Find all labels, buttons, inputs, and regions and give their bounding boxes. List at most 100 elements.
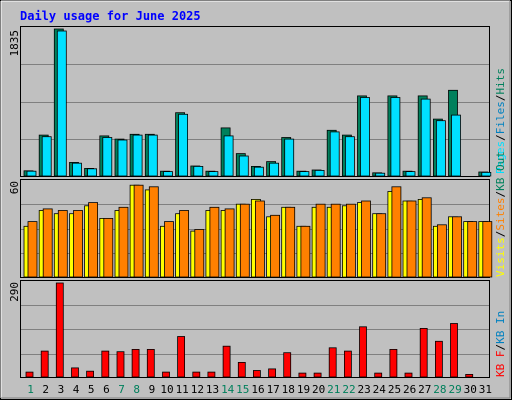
x-tick-label-day-27: 27	[418, 383, 431, 396]
x-tick-label-day-23: 23	[357, 383, 370, 396]
bar-kb-f-day-20	[313, 372, 322, 378]
legend-pages-files-hits-part: Pages	[494, 141, 507, 174]
bar-kb-f-day-17	[268, 368, 277, 378]
legend-pages-files-hits-part: Hits	[494, 68, 507, 95]
legend-kbf-kbin-part: /	[494, 344, 507, 351]
bar-kb-f-day-3	[55, 282, 64, 378]
legend-visits-sites-kbout-part: Sites	[494, 198, 507, 231]
bar-pages-day-3	[56, 30, 67, 177]
x-tick-label-day-25: 25	[388, 383, 401, 396]
bar-pages-day-14	[223, 135, 234, 177]
legend-visits-sites-kbout-part: /	[494, 231, 507, 238]
bar-kb-f-day-15	[237, 361, 246, 378]
bar-kb-f-day-12	[192, 371, 201, 378]
bar-kb-f-day-7	[116, 351, 125, 378]
bar-pages-day-26	[405, 171, 416, 177]
bar-kb-f-day-21	[328, 347, 337, 378]
bar-sites-day-15	[239, 203, 250, 278]
x-tick-label-day-30: 30	[464, 383, 477, 396]
x-tick-label-day-3: 3	[58, 383, 65, 396]
x-tick-label-day-12: 12	[191, 383, 204, 396]
bar-kb-f-day-26	[404, 372, 413, 378]
x-tick-label-day-31: 31	[479, 383, 492, 396]
bar-sites-day-2	[42, 208, 53, 278]
bar-sites-day-27	[421, 197, 432, 278]
bar-kb-f-day-25	[389, 348, 398, 378]
legend-pages-files-hits-part: /	[494, 95, 507, 102]
bar-sites-day-25	[391, 186, 402, 278]
bar-pages-day-5	[87, 168, 97, 177]
bar-pages-day-28	[435, 120, 446, 177]
bar-pages-day-21	[329, 131, 340, 177]
x-tick-label-day-8: 8	[133, 383, 140, 396]
x-axis-day-labels: 1 2 3 4 5 6 7 8 9 10 11 12 13 14 15 16 17 18 19 20 21 22 23 24 2…	[27, 383, 492, 396]
bar-sites-day-19	[300, 225, 311, 278]
bar-pages-day-29	[451, 114, 461, 177]
bar-kb-f-day-27	[419, 327, 428, 378]
x-tick-label-day-1: 1	[27, 383, 34, 396]
bar-kb-f-day-9	[146, 348, 155, 378]
bar-sites-day-10	[164, 221, 174, 278]
bar-kb-f-day-30	[465, 373, 474, 378]
x-tick-label-day-6: 6	[103, 383, 110, 396]
bar-sites-day-24	[376, 213, 387, 278]
bar-sites-day-29	[452, 216, 462, 278]
x-tick-label-day-13: 13	[206, 383, 219, 396]
bar-sites-day-8	[133, 184, 144, 278]
hits-files-pages-panel-frame	[20, 26, 490, 177]
bar-kb-f-day-24	[374, 372, 383, 378]
bar-sites-day-5	[88, 202, 98, 278]
bar-pages-day-16	[253, 166, 264, 177]
bar-kb-f-day-11	[177, 336, 186, 378]
bar-pages-day-24	[375, 172, 386, 177]
bar-sites-day-30	[467, 221, 478, 278]
x-tick-label-day-21: 21	[327, 383, 340, 396]
x-tick-label-day-17: 17	[267, 383, 280, 396]
bar-pages-day-8	[132, 134, 143, 177]
bar-kb-f-day-16	[252, 370, 261, 378]
bar-sites-day-18	[285, 206, 296, 278]
x-tick-label-day-9: 9	[149, 383, 156, 396]
bar-sites-day-14	[224, 208, 235, 278]
bar-sites-day-6	[103, 217, 114, 278]
bar-sites-day-3	[57, 210, 68, 278]
bottom-panel-ymax-label: 290	[8, 282, 21, 302]
bar-sites-day-7	[118, 206, 129, 278]
bar-kb-f-day-18	[283, 352, 292, 378]
bar-sites-day-17	[270, 214, 281, 278]
bar-sites-day-21	[330, 203, 341, 278]
bar-pages-day-13	[208, 171, 219, 177]
bar-sites-day-12	[194, 229, 205, 278]
chart-bars	[23, 28, 493, 378]
x-tick-label-day-11: 11	[176, 383, 189, 396]
bar-kb-f-day-28	[434, 340, 443, 378]
chart-title: Daily usage for June 2025	[20, 9, 201, 23]
legend-pages-files-hits: Pages/Files/Hits	[494, 68, 507, 174]
bar-sites-day-23	[361, 200, 371, 278]
x-tick-label-day-24: 24	[373, 383, 387, 396]
x-tick-label-day-28: 28	[433, 383, 446, 396]
x-tick-label-day-15: 15	[236, 383, 249, 396]
bar-kb-f-day-22	[343, 350, 352, 378]
bar-sites-day-9	[148, 186, 159, 278]
bar-pages-day-20	[314, 169, 325, 177]
x-tick-label-day-20: 20	[312, 383, 325, 396]
bar-pages-day-15	[238, 155, 249, 177]
bar-kb-f-day-8	[131, 348, 140, 378]
bar-pages-day-4	[72, 162, 82, 177]
bar-pages-day-18	[284, 138, 295, 177]
bar-kb-f-day-19	[298, 372, 307, 378]
x-tick-label-day-22: 22	[342, 383, 355, 396]
bar-pages-day-25	[390, 97, 401, 177]
x-tick-label-day-29: 29	[448, 383, 461, 396]
bar-pages-day-10	[163, 171, 173, 177]
legend-kbf-kbin-part: KB F	[494, 351, 507, 378]
x-tick-label-day-16: 16	[251, 383, 264, 396]
bar-sites-day-11	[179, 210, 190, 278]
bar-pages-day-2	[41, 136, 52, 177]
bar-kb-f-day-1	[25, 371, 34, 378]
x-tick-label-day-2: 2	[42, 383, 49, 396]
bar-pages-day-9	[147, 134, 158, 177]
